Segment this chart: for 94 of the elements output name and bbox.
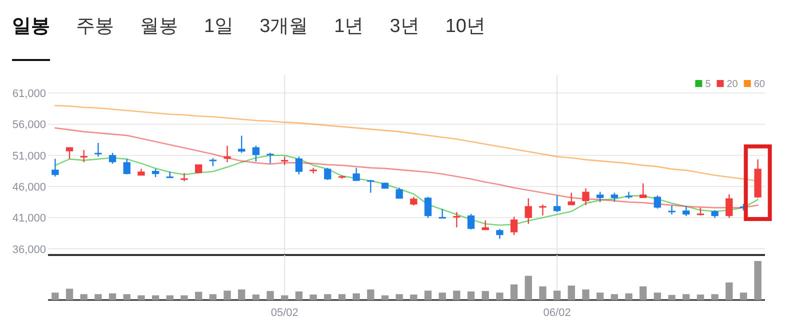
candlestick [352,167,360,182]
bar [224,290,231,300]
bar [553,290,561,300]
x-tick-label: 06/02 [543,307,571,319]
candlestick [324,167,332,181]
bar [94,294,102,300]
candlestick [52,158,59,178]
candlestick [640,182,647,199]
candlestick [510,216,518,236]
bar [711,294,718,300]
candlestick [94,142,102,158]
y-tick-label: 61,000 [12,88,46,100]
bar [568,286,575,300]
bar [424,290,432,300]
y-tick-label: 41,000 [12,212,46,225]
bar [582,289,590,300]
candlestick [539,204,546,216]
candlestick [568,192,575,206]
bar [310,294,317,300]
candlestick [108,152,116,164]
candlestick [524,198,532,224]
bar [696,294,704,300]
bar [281,295,288,300]
bar [467,291,475,300]
bar [438,292,446,300]
bar [338,294,346,300]
candlestick [625,191,632,200]
bar [482,291,489,300]
bar [682,294,690,300]
candlestick [295,156,303,175]
y-tick-label: 46,000 [12,181,46,194]
bar [496,292,504,300]
bar [524,276,532,300]
bar [295,291,303,300]
candlestick [123,158,130,175]
bar [625,293,632,300]
candlestick [367,179,374,194]
candlestick [224,145,231,163]
bar [410,294,418,300]
candlestick [424,196,432,219]
bar [352,293,360,300]
y-tick-label: 36,000 [12,244,46,256]
candlestick [668,204,676,216]
bar [324,294,332,300]
bar [726,282,733,300]
bar [610,294,618,300]
bar [252,294,260,300]
legend-label: 5 [705,79,712,90]
bar [138,295,145,300]
bar [367,289,374,300]
x-tick-label: 05/02 [270,307,298,319]
bar [740,292,748,300]
candlestick [582,188,590,206]
candlestick [726,194,733,219]
bar [539,286,546,300]
candlestick [180,172,188,182]
bar [238,289,246,300]
bar [668,294,676,300]
legend-label: 20 [726,79,738,90]
bar [754,261,762,300]
y-tick-label: 51,000 [12,150,46,162]
candlestick [66,146,74,160]
candlestick [453,211,460,228]
bar [266,291,274,300]
bar [510,284,518,300]
bar [66,288,74,300]
bar [123,294,130,300]
bar [654,292,662,300]
legend-label: 60 [754,79,766,90]
bar [381,295,389,300]
bar [80,294,88,300]
y-tick-label: 56,000 [12,119,46,132]
candlestick [682,206,690,217]
bar [194,292,202,300]
bar [209,294,216,300]
candlestick [553,194,561,213]
bar [596,292,604,300]
bar [108,293,116,300]
tabs: 일봉 주봉 월봉 1일 3개월 1년 3년 10년 [12,16,486,61]
candlestick [610,192,618,202]
bar [152,295,160,300]
candlestick [596,191,604,203]
candlestick [266,152,274,164]
bar [396,294,403,300]
candlestick [496,228,504,240]
bar [52,292,59,300]
candlestick [80,149,88,163]
bar [166,295,174,300]
candlestick [467,213,475,230]
candlestick [252,145,260,162]
bar [640,286,647,300]
bar [180,295,188,300]
bar [453,290,460,300]
candlestick [654,194,662,210]
